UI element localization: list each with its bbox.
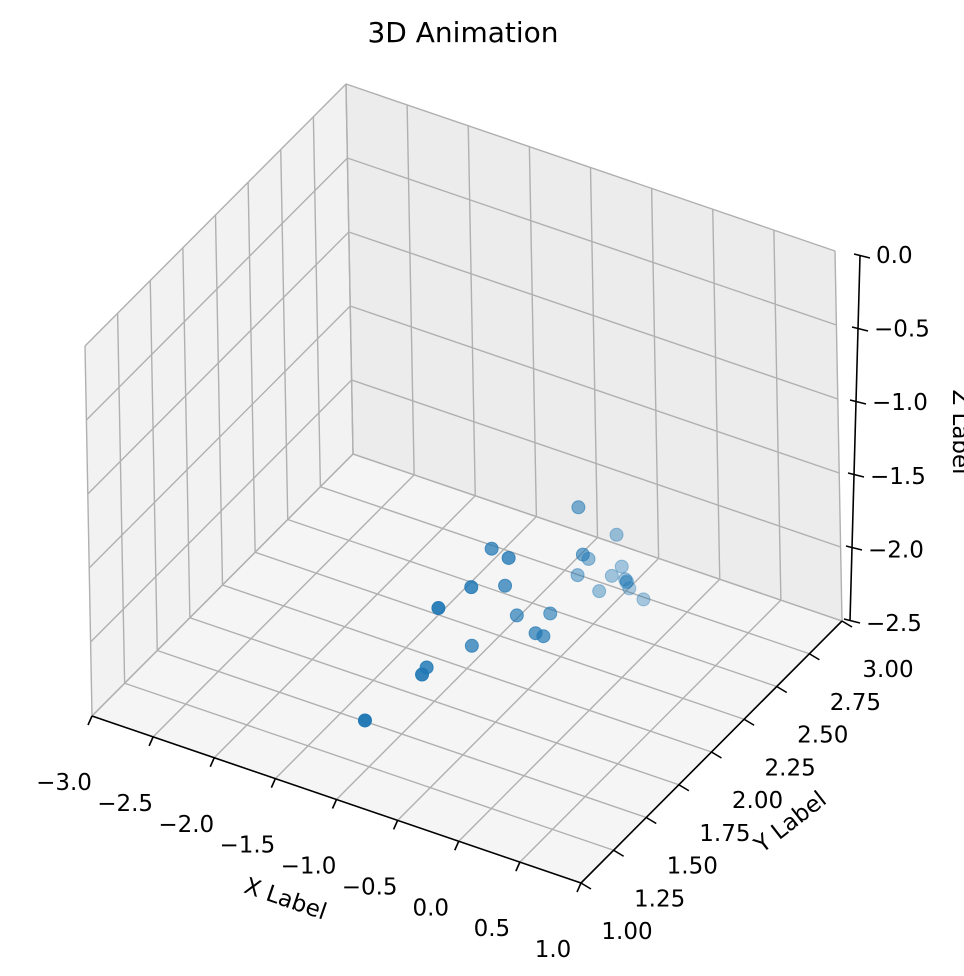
data-point	[618, 572, 633, 587]
data-point	[464, 638, 479, 653]
data-point	[619, 575, 634, 590]
y-tick-mark	[841, 620, 853, 628]
z-gridline	[88, 305, 840, 569]
data-point	[604, 568, 619, 583]
data-point	[571, 500, 586, 515]
y-tick-mark	[808, 653, 820, 661]
data-point	[484, 541, 499, 556]
y-tick-label: 2.00	[732, 788, 783, 814]
y-tick-label: 1.00	[601, 919, 652, 945]
data-point	[498, 578, 513, 593]
data-point	[415, 667, 430, 682]
chart-title: 3D Animation	[367, 16, 558, 49]
data-point	[509, 608, 524, 623]
x-tick-mark	[392, 820, 399, 830]
data-point	[464, 580, 479, 595]
y-tick-label: 1.25	[634, 886, 685, 912]
z-tick-mark	[849, 399, 867, 405]
x-tick-label: 0.5	[474, 916, 511, 942]
x-tick-mark	[87, 715, 93, 726]
z-tick-mark	[845, 545, 863, 551]
data-point	[614, 559, 629, 574]
x-tick-label: −2.0	[158, 812, 214, 838]
y-tick-label: 2.50	[797, 723, 848, 749]
z-axis-label: Z Label	[947, 389, 964, 474]
y-tick-label: 2.25	[765, 755, 816, 781]
z-tick-mark	[847, 472, 865, 478]
data-point	[636, 592, 651, 607]
x-tick-mark	[331, 799, 338, 809]
data-point	[528, 626, 543, 641]
data-point	[619, 574, 634, 589]
z-tick-mark	[843, 618, 861, 624]
z-gridline	[90, 379, 841, 643]
data-point	[622, 581, 637, 596]
z-tick-label: −0.5	[874, 317, 930, 343]
x-tick-mark	[454, 840, 460, 851]
z-tick-label: −2.0	[868, 537, 924, 563]
y-tick-label: 1.50	[667, 854, 718, 880]
z-tick-mark	[853, 253, 871, 259]
z-gridline	[87, 231, 839, 495]
x-tick-label: −2.5	[97, 791, 153, 817]
data-point	[543, 606, 558, 621]
z-gridline	[84, 83, 836, 347]
z-tick-mark	[851, 326, 869, 332]
z-axis-line	[849, 255, 861, 622]
z-gridline	[85, 157, 837, 421]
data-point	[570, 568, 585, 583]
x-tick-label: 0.0	[412, 895, 449, 921]
tick-labels: −3.0−2.5−2.0−1.5−1.0−0.50.00.51.01.001.2…	[36, 243, 930, 963]
grid-lines	[84, 83, 843, 884]
x-tick-label: −1.5	[219, 833, 275, 859]
z-tick-label: −1.0	[872, 390, 928, 416]
y-tick-mark	[645, 816, 657, 825]
x-tick-mark	[148, 736, 154, 747]
y-tick-label: 3.00	[862, 657, 913, 683]
data-point	[357, 713, 372, 728]
x-tick-mark	[209, 757, 215, 768]
y-tick-mark	[580, 882, 592, 890]
x-tick-mark	[270, 778, 277, 788]
data-point	[609, 527, 624, 542]
y-tick-label: 1.75	[699, 821, 750, 847]
y-tick-mark	[711, 751, 722, 759]
data-point	[501, 550, 516, 565]
x-tick-mark	[515, 861, 521, 872]
x-tick-label: −0.5	[342, 874, 398, 900]
x-tick-mark	[576, 882, 582, 893]
data-point	[431, 601, 446, 616]
x-tick-label: −1.0	[281, 854, 337, 880]
y-tick-mark	[678, 784, 690, 792]
data-point	[592, 584, 607, 599]
y-tick-label: 2.75	[830, 690, 881, 716]
y-tick-mark	[613, 849, 625, 857]
z-gridline	[91, 453, 843, 717]
y-tick-mark	[776, 685, 788, 694]
z-tick-label: −1.5	[870, 464, 926, 490]
x-tick-label: −3.0	[36, 770, 92, 796]
z-tick-label: −2.5	[866, 611, 922, 637]
x-tick-label: 1.0	[535, 937, 572, 963]
axis-lines	[87, 253, 871, 893]
y-tick-mark	[743, 718, 755, 726]
data-points	[357, 500, 651, 728]
data-point	[575, 547, 590, 562]
z-tick-label: 0.0	[876, 243, 913, 269]
